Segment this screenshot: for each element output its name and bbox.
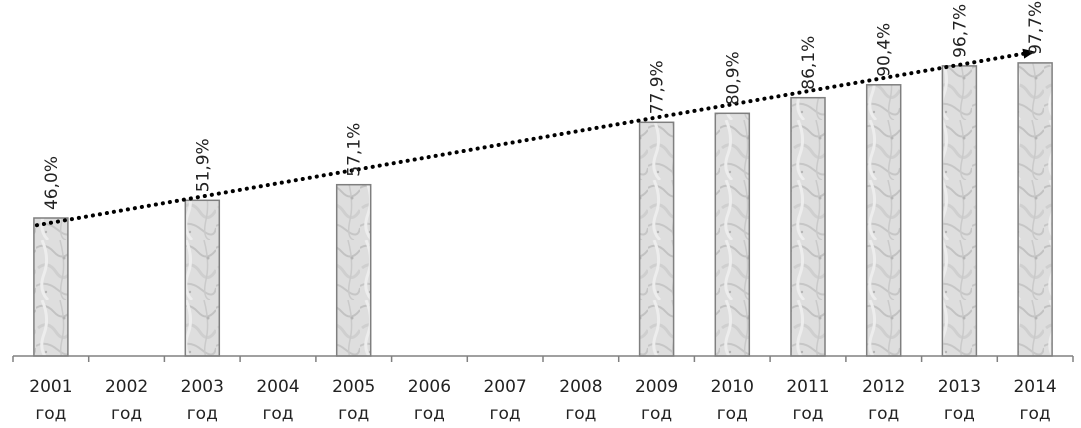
tick-label-suffix: год (490, 404, 521, 424)
bar-2013 (941, 65, 978, 357)
tick-label-2013: 2013 (938, 377, 981, 397)
tick-label-2005: 2005 (332, 377, 375, 397)
tick-label-2004: 2004 (256, 377, 299, 397)
tick-label-suffix: год (1020, 404, 1051, 424)
bar-2014 (1017, 62, 1053, 357)
tick-label-suffix: год (792, 404, 823, 424)
value-label-2013: 96,7% (950, 4, 970, 58)
bar-2003 (184, 199, 221, 357)
tick-label-suffix: год (35, 404, 66, 424)
value-label-2011: 86,1% (799, 36, 819, 90)
tick-label-suffix: год (944, 404, 975, 424)
tick-label-2001: 2001 (29, 377, 72, 397)
tick-label-2002: 2002 (105, 377, 148, 397)
bar-2012 (865, 84, 902, 357)
bar-2010 (714, 112, 751, 357)
tick-label-suffix: год (565, 404, 596, 424)
value-label-2014: 97,7% (1026, 1, 1046, 55)
tick-label-suffix: год (414, 404, 445, 424)
bar-2009 (638, 121, 675, 357)
tick-label-2008: 2008 (559, 377, 602, 397)
tick-label-2009: 2009 (635, 377, 678, 397)
bar-2001 (33, 217, 69, 357)
value-label-2005: 57,1% (345, 123, 365, 177)
value-label-2001: 46,0% (42, 156, 62, 210)
tick-label-2012: 2012 (862, 377, 905, 397)
value-label-2009: 77,9% (648, 60, 668, 114)
tick-label-suffix: год (868, 404, 899, 424)
tick-label-suffix: год (641, 404, 672, 424)
value-label-2010: 80,9% (723, 51, 743, 105)
tick-label-2011: 2011 (786, 377, 829, 397)
trend-line (34, 48, 1036, 228)
tick-label-suffix: год (111, 404, 142, 424)
bar-2011 (790, 96, 826, 357)
tick-label-2010: 2010 (711, 377, 754, 397)
tick-label-suffix: год (262, 404, 293, 424)
tick-label-2006: 2006 (408, 377, 451, 397)
tick-label-suffix: год (187, 404, 218, 424)
tick-label-2007: 2007 (483, 377, 526, 397)
tick-label-2014: 2014 (1013, 377, 1056, 397)
tick-label-suffix: год (338, 404, 369, 424)
bar-2005 (335, 183, 372, 357)
tick-label-2003: 2003 (181, 377, 224, 397)
tick-label-suffix: год (717, 404, 748, 424)
value-label-2003: 51,9% (193, 138, 213, 192)
value-label-2012: 90,4% (875, 23, 895, 77)
